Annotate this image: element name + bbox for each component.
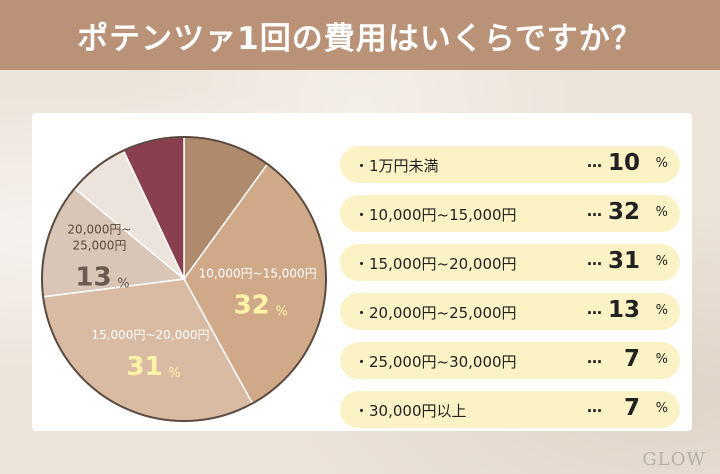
brand-logo: GLOW bbox=[642, 449, 706, 470]
pie-slice-range-text: 25,000円 bbox=[72, 238, 126, 252]
pie-slice-value: 32 bbox=[234, 291, 270, 321]
pie-slice-value: 31 bbox=[126, 352, 162, 382]
legend-value: 32 bbox=[607, 199, 640, 225]
legend-item: ・25,000円~30,000円 … 7 % bbox=[340, 342, 680, 379]
legend-label: ・25,000円~30,000円 bbox=[354, 353, 517, 371]
legend-value: 13 bbox=[607, 297, 640, 323]
legend-item: ・1万円未満 … 10 % bbox=[340, 146, 680, 183]
pie-outline bbox=[41, 136, 327, 422]
pie-slice-label: 10,000円~15,000円 32% bbox=[199, 267, 317, 321]
legend-unit: % bbox=[655, 352, 668, 367]
legend-item: ・15,000円~20,000円 … 31 % bbox=[340, 244, 680, 281]
page-title: ポテンツァ1回の費用はいくらですか？ bbox=[77, 20, 643, 57]
pie-slice-unit: % bbox=[168, 366, 180, 381]
legend-item: ・30,000円以上 … 7 % bbox=[340, 391, 680, 428]
legend-unit: % bbox=[655, 254, 668, 269]
pie-slice-unit: % bbox=[117, 276, 129, 291]
pie-slice-label: 20,000円~ 25,000円 13% bbox=[67, 222, 131, 292]
legend-dots: … bbox=[587, 202, 602, 220]
legend-value: 10 bbox=[607, 150, 640, 176]
legend-label: ・10,000円~15,000円 bbox=[354, 206, 517, 224]
legend-unit: % bbox=[655, 156, 668, 171]
legend-dots: … bbox=[587, 153, 602, 171]
legend-label: ・20,000円~25,000円 bbox=[354, 304, 517, 322]
pie-slice-range-text: 10,000円~15,000円 bbox=[199, 267, 317, 281]
legend-label: ・15,000円~20,000円 bbox=[354, 255, 517, 273]
legend-dots: … bbox=[587, 251, 602, 269]
legend-unit: % bbox=[655, 303, 668, 318]
page-header: ポテンツァ1回の費用はいくらですか？ bbox=[0, 0, 720, 70]
legend-label: ・30,000円以上 bbox=[354, 402, 467, 420]
legend-unit: % bbox=[655, 205, 668, 220]
legend-value: 31 bbox=[607, 248, 640, 274]
legend-value: 7 bbox=[623, 395, 640, 421]
legend-dots: … bbox=[587, 349, 602, 367]
legend-dots: … bbox=[587, 300, 602, 318]
legend-unit: % bbox=[655, 401, 668, 416]
pie-slice-value: 13 bbox=[75, 262, 111, 292]
pie-slice-label: 15,000円~20,000円 31% bbox=[91, 328, 209, 382]
pie-slice-range-text: 20,000円~ bbox=[67, 222, 131, 236]
pie-slice-range-text: 15,000円~20,000円 bbox=[91, 328, 209, 342]
legend-item: ・10,000円~15,000円 … 32 % bbox=[340, 195, 680, 232]
legend-dots: … bbox=[587, 398, 602, 416]
legend-item: ・20,000円~25,000円 … 13 % bbox=[340, 293, 680, 330]
legend-label: ・1万円未満 bbox=[354, 157, 439, 175]
legend-value: 7 bbox=[623, 346, 640, 372]
pie-slice-unit: % bbox=[276, 305, 288, 320]
